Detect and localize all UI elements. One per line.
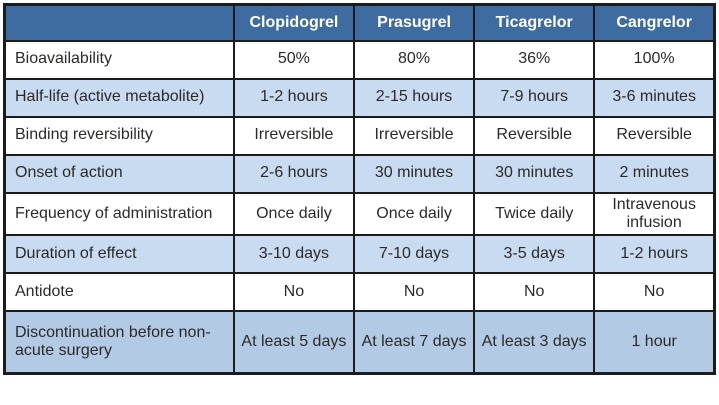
cell-value: 2-15 hours [352, 77, 476, 118]
cell-value: 1-2 hours [232, 77, 355, 118]
header-clopidogrel: Clopidogrel [232, 3, 355, 42]
cell-value: Once daily [232, 191, 355, 237]
row-label: Duration of effect [3, 234, 235, 275]
cell-value: 50% [232, 39, 355, 80]
cell-value: No [232, 272, 355, 313]
table-row-antidote: Antidote No No No No [3, 272, 716, 313]
row-label: Discontinuation before non-acute surgery [3, 310, 235, 375]
cell-value: Reversible [593, 115, 716, 156]
cell-value: Irreversible [352, 115, 476, 156]
cell-value: Irreversible [232, 115, 355, 156]
table-row-discontinuation: Discontinuation before non-acute surgery… [3, 310, 716, 375]
cell-value: No [473, 272, 596, 313]
cell-value: 7-10 days [352, 234, 476, 275]
cell-value: At least 5 days [232, 310, 355, 375]
cell-value: 30 minutes [352, 153, 476, 194]
cell-value: 1-2 hours [593, 234, 716, 275]
cell-value: 30 minutes [473, 153, 596, 194]
row-label: Bioavailability [3, 39, 235, 80]
header-prasugrel: Prasugrel [352, 3, 476, 42]
cell-value: 7-9 hours [473, 77, 596, 118]
cell-value: 2 minutes [593, 153, 716, 194]
header-cangrelor: Cangrelor [593, 3, 716, 42]
cell-value: Twice daily [473, 191, 596, 237]
cell-value: At least 7 days [352, 310, 476, 375]
cell-value: 3-6 minutes [593, 77, 716, 118]
row-label: Binding reversibility [3, 115, 235, 156]
cell-value: Once daily [352, 191, 476, 237]
drug-comparison-table: Clopidogrel Prasugrel Ticagrelor Cangrel… [3, 3, 716, 375]
header-row: Clopidogrel Prasugrel Ticagrelor Cangrel… [3, 3, 716, 42]
header-corner-cell [3, 3, 235, 42]
cell-value: No [352, 272, 476, 313]
cell-value: 100% [593, 39, 716, 80]
table-header: Clopidogrel Prasugrel Ticagrelor Cangrel… [3, 3, 716, 42]
cell-value: 3-5 days [473, 234, 596, 275]
table-body: Bioavailability 50% 80% 36% 100% Half-li… [3, 39, 716, 375]
drug-comparison-table-container: Clopidogrel Prasugrel Ticagrelor Cangrel… [3, 3, 716, 375]
table-row-duration-of-effect: Duration of effect 3-10 days 7-10 days 3… [3, 234, 716, 275]
cell-value: Reversible [473, 115, 596, 156]
cell-value: 36% [473, 39, 596, 80]
table-row-half-life: Half-life (active metabolite) 1-2 hours … [3, 77, 716, 118]
row-label: Frequency of administration [3, 191, 235, 237]
cell-value: 1 hour [593, 310, 716, 375]
cell-value: 3-10 days [232, 234, 355, 275]
header-ticagrelor: Ticagrelor [473, 3, 596, 42]
cell-value: 2-6 hours [232, 153, 355, 194]
cell-value: 80% [352, 39, 476, 80]
row-label: Antidote [3, 272, 235, 313]
cell-value: Intravenous infusion [593, 191, 716, 237]
table-row-binding-reversibility: Binding reversibility Irreversible Irrev… [3, 115, 716, 156]
row-label: Half-life (active metabolite) [3, 77, 235, 118]
table-row-bioavailability: Bioavailability 50% 80% 36% 100% [3, 39, 716, 80]
cell-value: At least 3 days [473, 310, 596, 375]
table-row-onset-of-action: Onset of action 2-6 hours 30 minutes 30 … [3, 153, 716, 194]
row-label: Onset of action [3, 153, 235, 194]
cell-value: No [593, 272, 716, 313]
table-row-frequency: Frequency of administration Once daily O… [3, 191, 716, 237]
